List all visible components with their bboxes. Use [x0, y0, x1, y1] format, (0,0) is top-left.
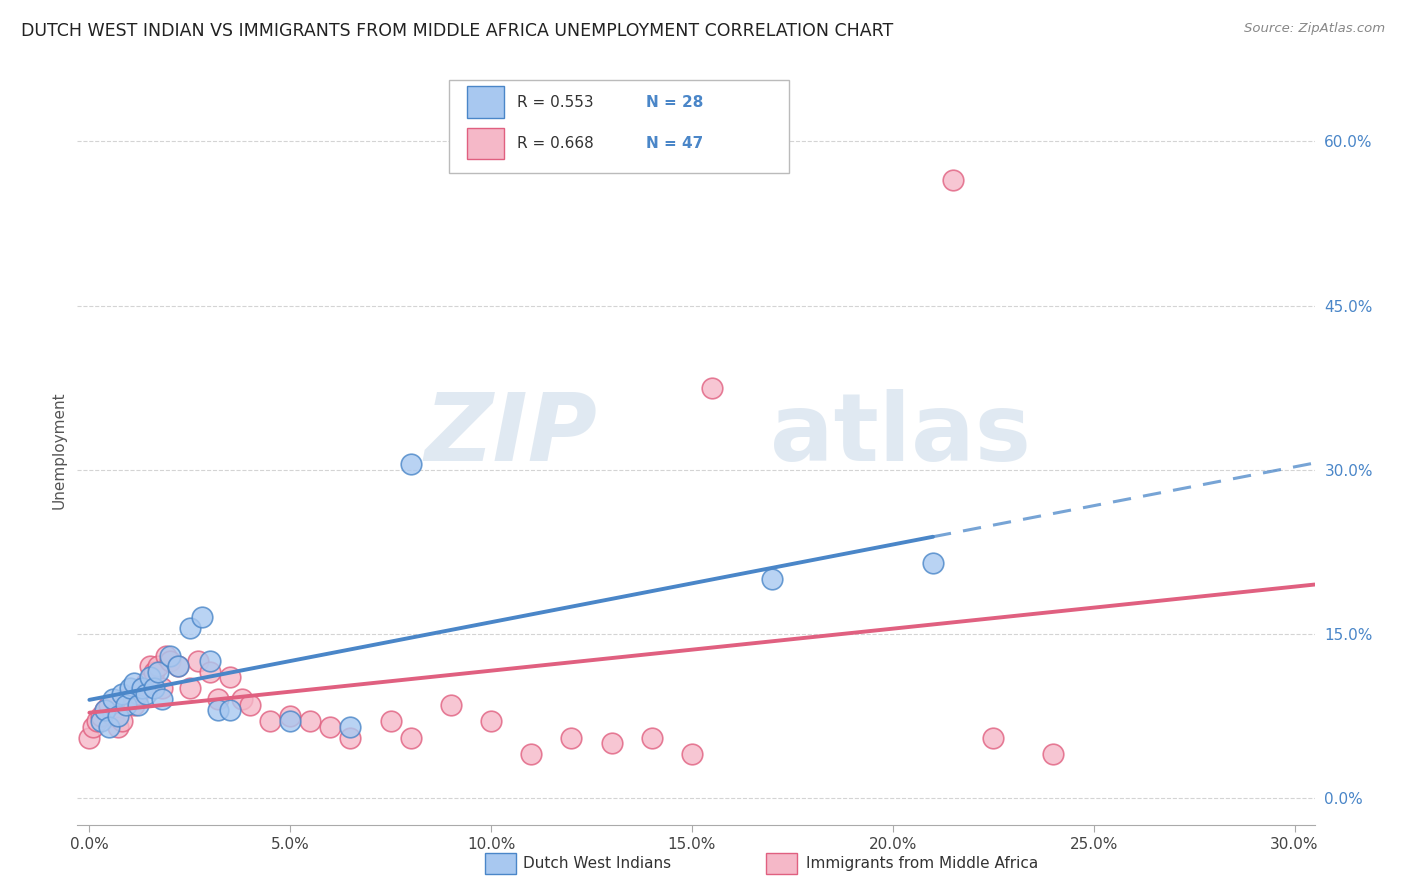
Point	[700, 380, 723, 394]
Point	[90, 708, 112, 723]
Point	[191, 610, 214, 624]
Text: N = 28: N = 28	[647, 95, 704, 110]
Text: Dutch West Indians: Dutch West Indians	[523, 856, 671, 871]
Text: R = 0.553: R = 0.553	[516, 95, 593, 110]
FancyBboxPatch shape	[467, 87, 505, 118]
Point	[110, 714, 132, 729]
Point	[319, 720, 342, 734]
Point	[118, 681, 141, 696]
Point	[142, 665, 165, 679]
Point	[146, 665, 169, 679]
Point	[122, 676, 145, 690]
Point	[278, 714, 301, 729]
Point	[90, 714, 112, 729]
Point	[79, 731, 101, 745]
Point	[922, 556, 945, 570]
Point	[159, 654, 181, 668]
Point	[118, 692, 141, 706]
Point	[135, 687, 157, 701]
Point	[150, 681, 173, 696]
Point	[1042, 747, 1064, 761]
Point	[155, 648, 177, 663]
Point	[107, 720, 129, 734]
Text: DUTCH WEST INDIAN VS IMMIGRANTS FROM MIDDLE AFRICA UNEMPLOYMENT CORRELATION CHAR: DUTCH WEST INDIAN VS IMMIGRANTS FROM MID…	[21, 22, 893, 40]
Point	[110, 687, 132, 701]
Point	[278, 708, 301, 723]
Point	[159, 648, 181, 663]
Text: N = 47: N = 47	[647, 136, 704, 151]
Point	[138, 670, 160, 684]
Point	[520, 747, 543, 761]
Point	[103, 708, 125, 723]
Point	[131, 681, 153, 696]
Point	[98, 698, 121, 712]
Point	[981, 731, 1004, 745]
Point	[138, 659, 160, 673]
Point	[131, 681, 153, 696]
Point	[560, 731, 582, 745]
Point	[142, 681, 165, 696]
Point	[166, 659, 188, 673]
Point	[114, 698, 136, 712]
Point	[339, 720, 361, 734]
Point	[198, 654, 221, 668]
Point	[103, 692, 125, 706]
Point	[681, 747, 703, 761]
Point	[239, 698, 262, 712]
Text: ZIP: ZIP	[425, 390, 598, 482]
Point	[399, 457, 422, 471]
Text: Source: ZipAtlas.com: Source: ZipAtlas.com	[1244, 22, 1385, 36]
Point	[207, 692, 229, 706]
Point	[150, 692, 173, 706]
Point	[127, 698, 149, 712]
Point	[339, 731, 361, 745]
FancyBboxPatch shape	[449, 79, 789, 173]
Point	[479, 714, 502, 729]
Point	[127, 687, 149, 701]
Y-axis label: Unemployment: Unemployment	[51, 392, 66, 509]
Text: atlas: atlas	[770, 390, 1031, 482]
Point	[179, 681, 201, 696]
Point	[299, 714, 322, 729]
Point	[231, 692, 253, 706]
Point	[146, 659, 169, 673]
Point	[107, 708, 129, 723]
Point	[219, 670, 242, 684]
Point	[94, 703, 117, 717]
Point	[641, 731, 664, 745]
Point	[207, 703, 229, 717]
Point	[187, 654, 209, 668]
FancyBboxPatch shape	[467, 128, 505, 159]
Point	[761, 572, 783, 586]
Point	[380, 714, 402, 729]
Text: Immigrants from Middle Africa: Immigrants from Middle Africa	[806, 856, 1038, 871]
Point	[114, 692, 136, 706]
Text: R = 0.668: R = 0.668	[516, 136, 593, 151]
Point	[399, 731, 422, 745]
Point	[179, 621, 201, 635]
Point	[82, 720, 104, 734]
Point	[600, 736, 623, 750]
Point	[135, 676, 157, 690]
Point	[259, 714, 281, 729]
Point	[166, 659, 188, 673]
Point	[86, 714, 108, 729]
Point	[942, 172, 965, 186]
Point	[219, 703, 242, 717]
Point	[98, 720, 121, 734]
Point	[122, 698, 145, 712]
Point	[94, 703, 117, 717]
Point	[440, 698, 463, 712]
Point	[198, 665, 221, 679]
